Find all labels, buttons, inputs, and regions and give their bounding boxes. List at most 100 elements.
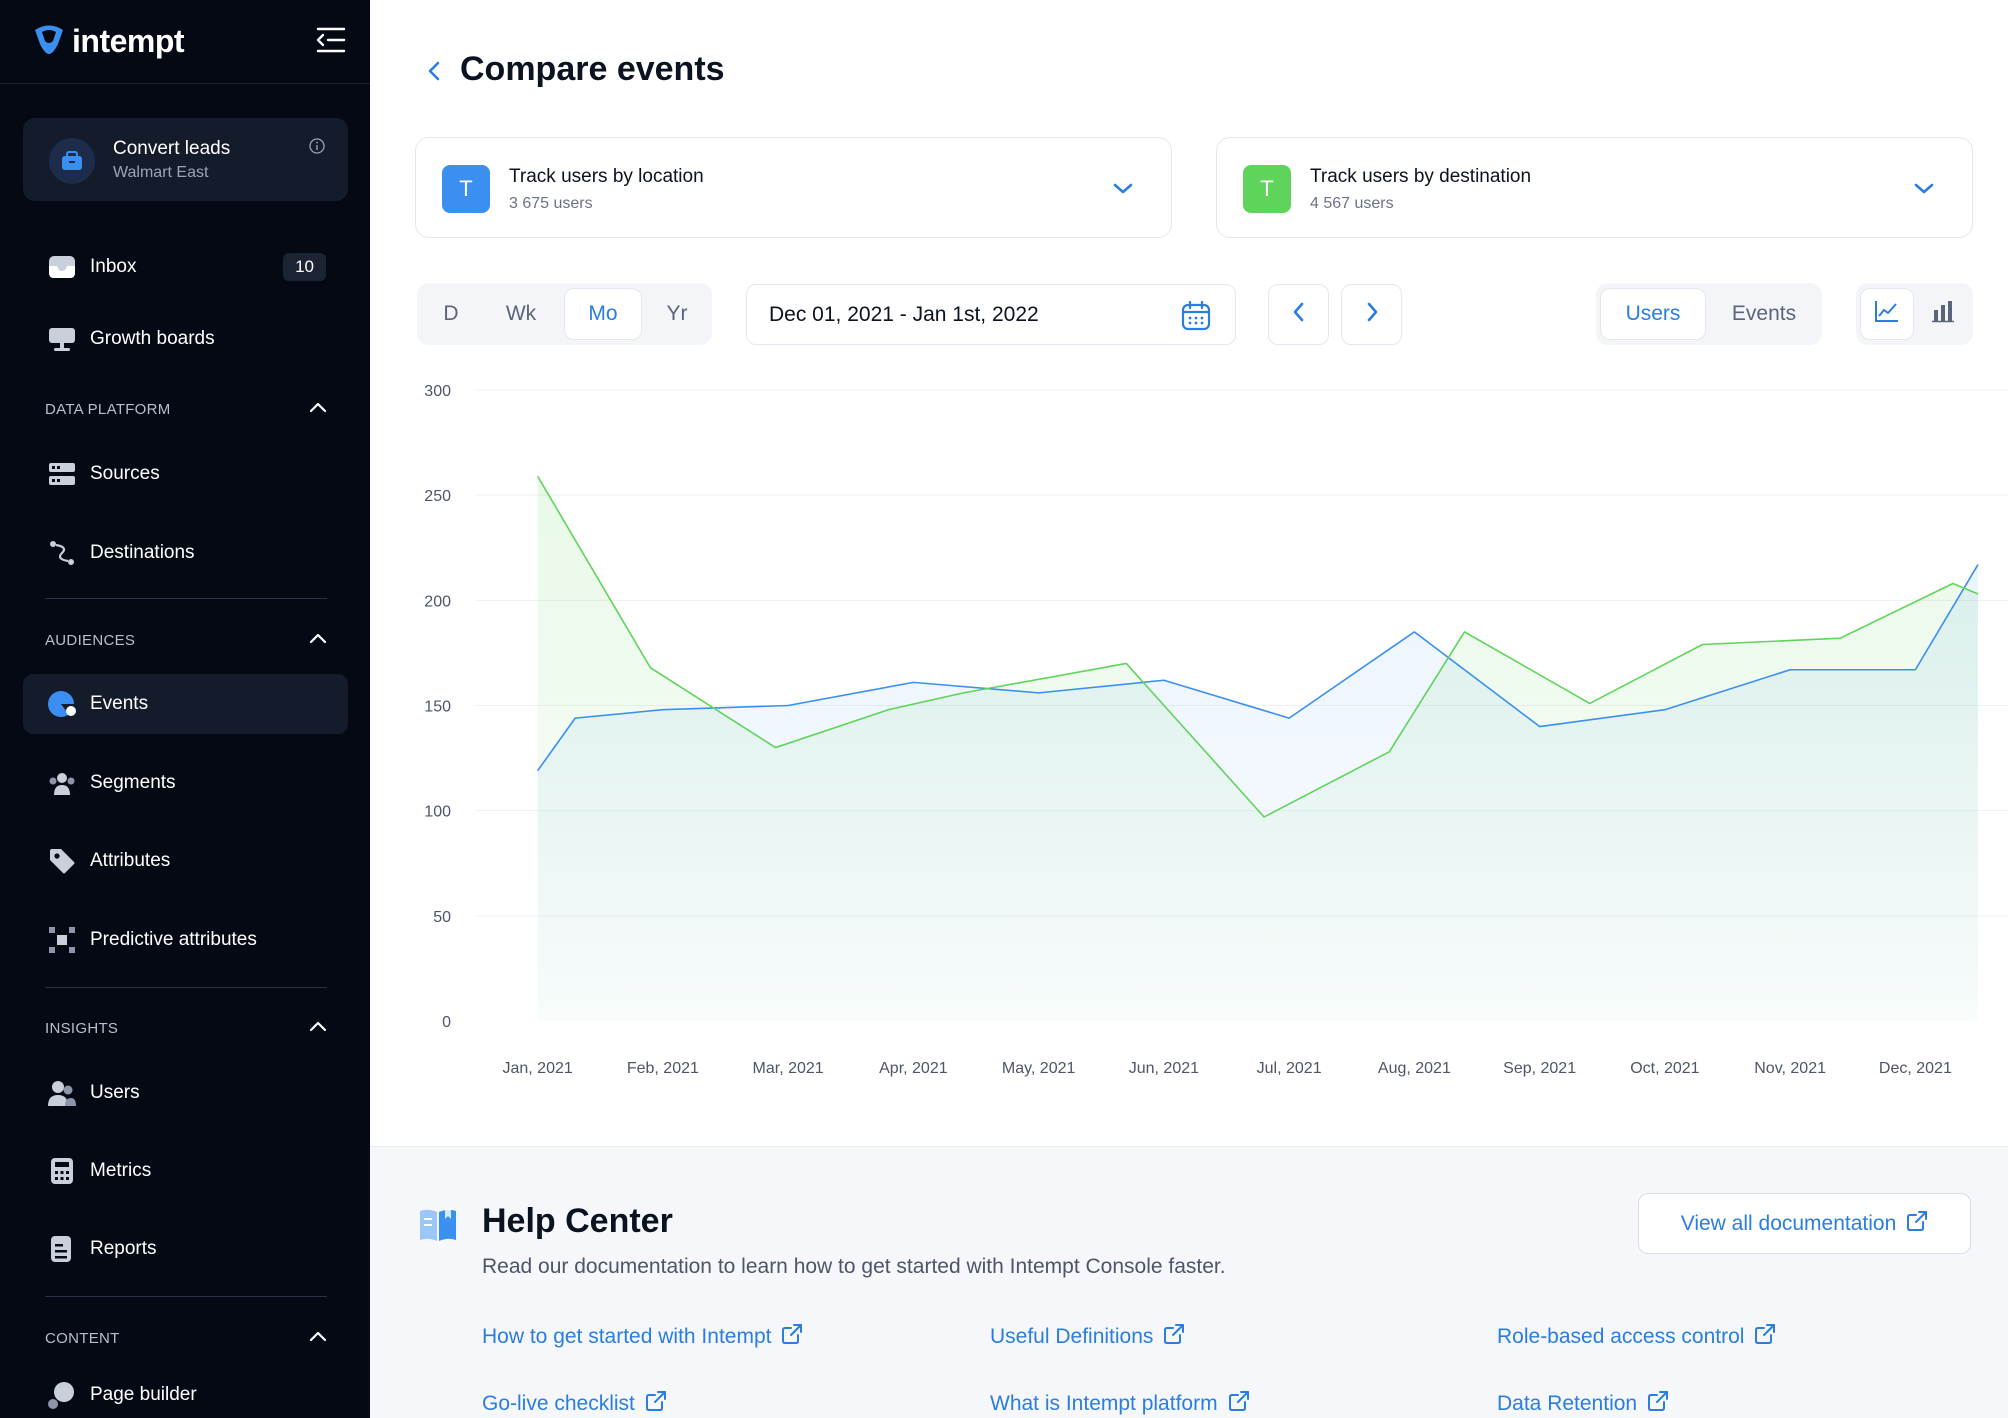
y-tick-label: 0 <box>442 1014 451 1031</box>
inbox-icon <box>47 252 77 282</box>
date-range-text: Dec 01, 2021 - Jan 1st, 2022 <box>769 303 1039 326</box>
y-tick-label: 250 <box>424 488 451 505</box>
compare-events-line-chart: 0 50 100 150 200 250 300 Jan, 2021 Feb, 2021 Mar,… <box>424 383 2008 1077</box>
info-icon[interactable] <box>309 138 325 154</box>
sidebar-item-metrics[interactable]: Metrics <box>23 1141 348 1201</box>
help-link-label: Go-live checklist <box>482 1392 635 1415</box>
section-divider <box>45 1296 327 1297</box>
users-icon <box>47 1078 77 1108</box>
sidebar-item-label: Events <box>90 693 149 714</box>
inbox-count-badge: 10 <box>283 253 326 281</box>
period-day-button[interactable]: D <box>443 302 459 325</box>
sidebar-item-label: Sources <box>90 463 160 484</box>
sidebar-item-events[interactable]: Events <box>23 674 348 734</box>
bar-chart-icon <box>1931 299 1955 329</box>
sidebar-item-attributes[interactable]: Attributes <box>23 831 348 891</box>
line-chart-icon <box>1874 299 1900 329</box>
event-b-selector[interactable]: T Track users by destination 4 567 users <box>1216 137 1973 238</box>
x-tick-label: Aug, 2021 <box>1378 1060 1451 1077</box>
event-a-badge: T <box>442 165 490 213</box>
section-divider <box>45 598 327 599</box>
sidebar-item-label: Page builder <box>90 1384 197 1405</box>
help-link-label: Data Retention <box>1497 1392 1638 1415</box>
x-tick-label: Jan, 2021 <box>502 1060 572 1077</box>
external-link-icon <box>1754 1323 1776 1351</box>
bar-chart-button[interactable] <box>1916 288 1970 340</box>
external-link-icon <box>1647 1390 1669 1418</box>
chevron-up-icon <box>309 400 327 418</box>
help-link[interactable]: Useful Definitions <box>990 1323 1185 1351</box>
y-tick-label: 100 <box>424 804 451 821</box>
help-link[interactable]: What is Intempt platform <box>990 1390 1250 1418</box>
chevron-down-icon <box>1912 178 1936 198</box>
event-a-title: Track users by location <box>509 166 704 187</box>
section-label: DATA PLATFORM <box>45 400 171 418</box>
collapse-menu-icon[interactable] <box>314 26 348 54</box>
help-center: Help Center Read our documentation to le… <box>370 1146 2008 1418</box>
series-line <box>536 475 1979 818</box>
intempt-logo-icon <box>32 22 66 61</box>
sidebar-item-label: Attributes <box>90 850 171 871</box>
logo-row: intempt <box>0 0 370 84</box>
line-chart-button[interactable] <box>1860 288 1914 340</box>
sidebar-item-label: Users <box>90 1082 140 1103</box>
help-link-label: What is Intempt platform <box>990 1392 1218 1415</box>
y-tick-label: 200 <box>424 593 451 610</box>
sidebar: intempt Convert leads Walmart East Inbox… <box>0 0 370 1418</box>
next-period-button[interactable] <box>1341 284 1402 345</box>
period-month-button[interactable]: Mo <box>564 288 642 340</box>
series-line <box>536 564 1979 772</box>
help-link[interactable]: Role-based access control <box>1497 1323 1776 1351</box>
period-selector: D Wk Mo Yr <box>417 283 712 345</box>
page-builder-icon <box>47 1380 77 1410</box>
metric-users-button[interactable]: Users <box>1600 288 1706 340</box>
sidebar-item-growth-boards[interactable]: Growth boards <box>23 309 348 369</box>
external-link-icon <box>781 1323 803 1351</box>
x-tick-label: May, 2021 <box>1002 1060 1076 1077</box>
help-link-label: Useful Definitions <box>990 1325 1154 1348</box>
external-link-icon <box>645 1390 667 1418</box>
section-label: INSIGHTS <box>45 1019 119 1037</box>
x-tick-label: Dec, 2021 <box>1879 1060 1952 1077</box>
view-all-documentation-button[interactable]: View all documentation <box>1638 1193 1971 1254</box>
external-link-icon <box>1906 1210 1928 1238</box>
period-week-button[interactable]: Wk <box>505 302 537 325</box>
sidebar-item-sources[interactable]: Sources <box>23 444 348 504</box>
y-tick-label: 150 <box>424 699 451 716</box>
chevron-right-icon <box>1362 300 1382 329</box>
event-a-selector[interactable]: T Track users by location 3 675 users <box>415 137 1172 238</box>
help-link-label: How to get started with Intempt <box>482 1325 772 1348</box>
sidebar-item-reports[interactable]: Reports <box>23 1219 348 1279</box>
period-year-button[interactable]: Yr <box>666 302 688 325</box>
section-content[interactable]: CONTENT <box>45 1323 327 1353</box>
brand-logo[interactable]: intempt <box>32 22 185 61</box>
help-link[interactable]: How to get started with Intempt <box>482 1323 803 1351</box>
sidebar-item-segments[interactable]: Segments <box>23 753 348 813</box>
series-area <box>537 564 1978 1021</box>
previous-period-button[interactable] <box>1268 284 1329 345</box>
help-link[interactable]: Data Retention <box>1497 1390 1669 1418</box>
sidebar-item-predictive-attributes[interactable]: Predictive attributes <box>23 910 348 970</box>
section-audiences[interactable]: AUDIENCES <box>45 625 327 655</box>
section-insights[interactable]: INSIGHTS <box>45 1013 327 1043</box>
x-tick-label: Apr, 2021 <box>879 1060 948 1077</box>
back-chevron-icon[interactable] <box>422 56 446 86</box>
event-a-users: 3 675 users <box>509 195 593 212</box>
sidebar-item-page-builder[interactable]: Page builder <box>23 1372 348 1418</box>
section-data-platform[interactable]: DATA PLATFORM <box>45 394 327 424</box>
sources-icon <box>47 459 77 489</box>
chevron-left-icon <box>1289 300 1309 329</box>
x-tick-label: Sep, 2021 <box>1503 1060 1576 1077</box>
segments-icon <box>47 768 77 798</box>
metric-events-button[interactable]: Events <box>1731 302 1797 325</box>
sidebar-item-inbox[interactable]: Inbox 10 <box>23 237 348 297</box>
main-content: Compare events T Track users by location… <box>370 0 2008 1418</box>
project-selector[interactable]: Convert leads Walmart East <box>23 118 348 201</box>
sidebar-item-destinations[interactable]: Destinations <box>23 523 348 583</box>
sidebar-item-label: Metrics <box>90 1160 152 1181</box>
sidebar-item-users[interactable]: Users <box>23 1063 348 1123</box>
help-link[interactable]: Go-live checklist <box>482 1390 667 1418</box>
date-range-picker[interactable]: Dec 01, 2021 - Jan 1st, 2022 <box>746 284 1236 345</box>
predictive-attributes-icon <box>47 925 77 955</box>
view-all-label: View all documentation <box>1680 1211 1897 1235</box>
